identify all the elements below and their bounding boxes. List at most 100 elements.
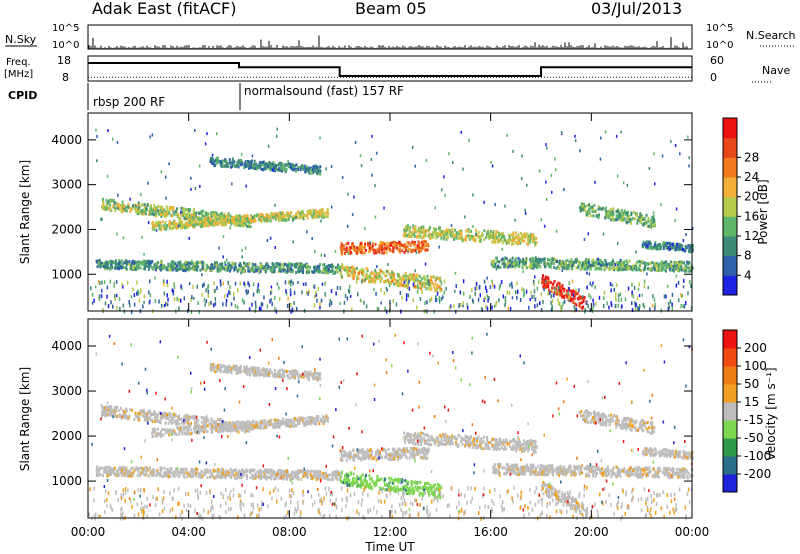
echo-cell xyxy=(424,243,426,246)
clutter-cell xyxy=(611,303,613,307)
power-colorbar-label: Power [dB] xyxy=(756,179,770,244)
echo-cell xyxy=(369,246,371,249)
clutter-cell xyxy=(235,304,237,308)
echo-cell xyxy=(689,247,691,250)
echo-cell xyxy=(142,261,144,264)
echo-cell xyxy=(651,261,653,264)
echo-cell xyxy=(539,265,541,268)
sparse-cell xyxy=(582,295,584,298)
echo-cell xyxy=(531,236,533,239)
echo-cell xyxy=(556,284,558,287)
clutter-cell xyxy=(490,285,492,289)
echo-cell xyxy=(409,248,411,251)
echo-cell xyxy=(427,287,429,290)
echo-cell xyxy=(164,228,166,231)
echo-cell xyxy=(152,213,154,216)
echo-cell xyxy=(650,267,652,270)
clutter-cell xyxy=(142,304,144,308)
echo-cell xyxy=(188,212,190,215)
clutter-cell xyxy=(167,298,169,302)
sparse-cell xyxy=(663,244,665,247)
echo-cell xyxy=(432,236,434,239)
echo-cell xyxy=(138,206,140,209)
clutter-cell xyxy=(413,283,415,287)
clutter-cell xyxy=(243,282,245,286)
clutter-cell xyxy=(444,291,446,295)
clutter-cell xyxy=(631,291,633,295)
echo-cell xyxy=(278,216,280,219)
clutter-cell xyxy=(492,283,494,287)
echo-cell xyxy=(126,263,128,266)
echo-cell xyxy=(547,258,549,261)
sparse-cell xyxy=(605,130,607,133)
clutter-cell xyxy=(439,296,441,300)
clutter-cell xyxy=(161,304,163,308)
sparse-cell xyxy=(687,136,689,139)
echo-cell xyxy=(493,259,495,262)
clutter-cell xyxy=(460,303,462,307)
echo-cell xyxy=(630,212,632,215)
clutter-cell xyxy=(229,285,231,289)
sparse-cell xyxy=(331,206,333,209)
clutter-cell xyxy=(615,292,617,296)
echo-cell xyxy=(383,252,385,255)
echo-cell xyxy=(284,169,286,172)
sparse-cell xyxy=(603,233,605,236)
echo-cell xyxy=(646,262,648,265)
echo-cell xyxy=(255,163,257,166)
echo-cell xyxy=(141,204,143,207)
clutter-cell xyxy=(575,289,577,293)
echo-cell xyxy=(278,167,280,170)
clutter-cell xyxy=(422,284,424,288)
echo-cell xyxy=(153,204,155,207)
echo-cell xyxy=(412,224,414,227)
echo-cell xyxy=(443,234,445,237)
echo-cell xyxy=(379,275,381,278)
echo-cell xyxy=(384,274,386,277)
echo-cell xyxy=(224,218,226,221)
echo-cell xyxy=(160,261,162,264)
echo-cell xyxy=(291,167,293,170)
echo-cell xyxy=(201,212,203,215)
echo-cell xyxy=(341,275,343,278)
sparse-cell xyxy=(627,184,629,187)
echo-cell xyxy=(597,267,599,270)
echo-cell xyxy=(202,266,204,269)
echo-cell xyxy=(198,220,200,223)
clutter-cell xyxy=(449,306,451,310)
echo-cell xyxy=(279,269,281,272)
clutter-cell xyxy=(314,303,316,307)
echo-cell xyxy=(175,210,177,213)
sparse-cell xyxy=(295,216,297,219)
echo-cell xyxy=(550,281,552,284)
echo-cell xyxy=(266,217,268,220)
sparse-cell xyxy=(306,230,308,233)
nave-tick-bottom: 0 xyxy=(710,71,717,84)
echo-cell xyxy=(541,281,543,284)
clutter-cell xyxy=(390,281,392,285)
echo-cell xyxy=(106,204,108,207)
clutter-cell xyxy=(534,282,536,286)
sparse-cell xyxy=(154,276,156,279)
y-tick-label: 4000 xyxy=(51,133,82,147)
echo-cell xyxy=(270,269,272,272)
clutter-cell xyxy=(348,289,350,293)
echo-cell xyxy=(151,267,153,270)
echo-cell xyxy=(680,244,682,247)
clutter-cell xyxy=(634,286,636,290)
sparse-cell xyxy=(245,247,247,250)
echo-cell xyxy=(256,213,258,216)
echo-cell xyxy=(377,248,379,251)
echo-cell xyxy=(556,267,558,270)
clutter-cell xyxy=(442,295,444,299)
echo-cell xyxy=(521,260,523,263)
echo-cell xyxy=(212,220,214,223)
echo-cell xyxy=(147,203,149,206)
echo-cell xyxy=(584,207,586,210)
echo-cell xyxy=(349,266,351,269)
clutter-cell xyxy=(665,295,667,299)
echo-cell xyxy=(587,266,589,269)
echo-cell xyxy=(257,266,259,269)
echo-cell xyxy=(169,222,171,225)
clutter-cell xyxy=(507,291,509,295)
